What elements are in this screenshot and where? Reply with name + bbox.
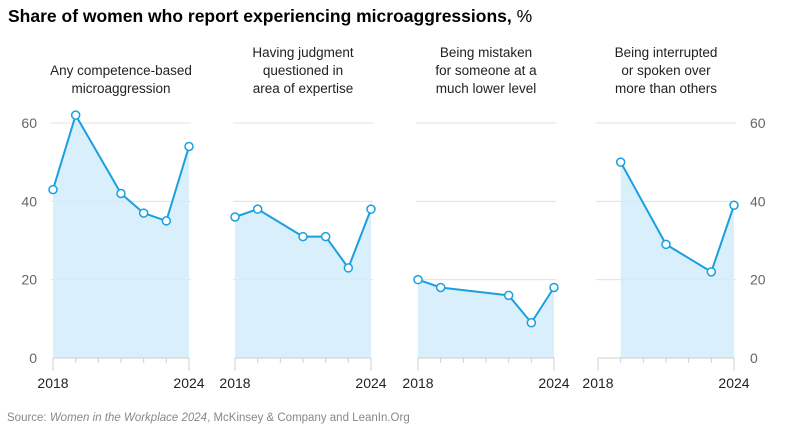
x-tick-label: 2024 [538, 375, 569, 391]
y-tick-label-left: 60 [21, 115, 37, 131]
panel-title-line: much lower level [436, 81, 537, 96]
data-point [503, 290, 514, 301]
area-fill [620, 162, 734, 358]
panel-4: 2018 2024 Being interrupted or spoken over m… [582, 45, 749, 391]
y-tick-label-left: 40 [21, 193, 37, 209]
data-point [184, 141, 194, 152]
data-point [526, 318, 537, 328]
data-point [252, 204, 263, 214]
x-tick-label: 2024 [355, 375, 386, 391]
data-point [549, 282, 559, 293]
x-tick-label: 2018 [402, 375, 433, 391]
source-prefix: Source: [7, 412, 50, 424]
source-note: Source: Women in the Workplace 2024, McK… [7, 412, 410, 424]
data-point [366, 204, 376, 214]
source-publishers: , McKinsey & Company and LeanIn.Org [207, 412, 410, 424]
x-tick-label: 2018 [219, 375, 250, 391]
panel-title-line: questioned in [263, 63, 343, 78]
panel-title-line: microaggression [71, 81, 170, 96]
y-tick-label-right: 40 [750, 193, 766, 209]
data-point [706, 267, 717, 277]
area-fill [235, 209, 371, 358]
panel-title-line: area of expertise [253, 81, 354, 96]
data-point [343, 263, 354, 273]
y-tick-label-right: 20 [750, 272, 766, 288]
panel-title-line: Being mistaken [440, 45, 532, 60]
y-tick-label-right: 0 [750, 350, 758, 366]
panel-title-line: or spoken over [621, 63, 711, 78]
panel-title-line: for someone at a [435, 63, 537, 78]
series-line [52, 114, 190, 222]
source-publication: Women in the Workplace 2024 [49, 412, 208, 424]
x-tick-label: 2024 [173, 375, 204, 391]
panel-1: 2018 2024 Any competence-based microaggress… [37, 63, 204, 391]
data-point [320, 231, 331, 242]
series-line [619, 161, 735, 273]
data-point [661, 239, 671, 250]
area-fill [418, 279, 554, 358]
y-tick-label-left: 20 [21, 272, 37, 288]
chart-title-text: Share of women who report experiencing m… [8, 6, 512, 26]
data-point [729, 200, 739, 210]
x-tick-label: 2018 [582, 375, 613, 391]
x-tick-label: 2018 [37, 375, 68, 391]
chart-title: Share of women who report experiencing m… [8, 6, 532, 27]
x-tick-label: 2024 [718, 375, 749, 391]
data-point [435, 282, 446, 293]
data-point [138, 208, 149, 218]
y-tick-label-right: 60 [750, 115, 766, 131]
panel-3: 2018 2024 Being mistaken for someone at a mu… [402, 45, 569, 391]
data-point [298, 231, 308, 242]
panel-title-line: Being interrupted [615, 45, 718, 60]
data-point [615, 157, 626, 167]
panel-title-line: more than others [615, 81, 717, 96]
data-point [70, 110, 81, 120]
data-point [116, 188, 126, 199]
chart-title-unit: % [516, 6, 533, 26]
data-point [230, 212, 240, 222]
panel-title-line: Having judgment [252, 45, 354, 60]
data-point [413, 274, 423, 285]
data-point [48, 184, 58, 195]
area-fill [53, 115, 189, 359]
panel-title-line: Any competence-based [50, 63, 192, 78]
data-point [161, 216, 172, 226]
panel-2: 2018 2024 Having judgment questioned in area… [219, 45, 386, 391]
y-tick-label-left: 0 [29, 350, 37, 366]
